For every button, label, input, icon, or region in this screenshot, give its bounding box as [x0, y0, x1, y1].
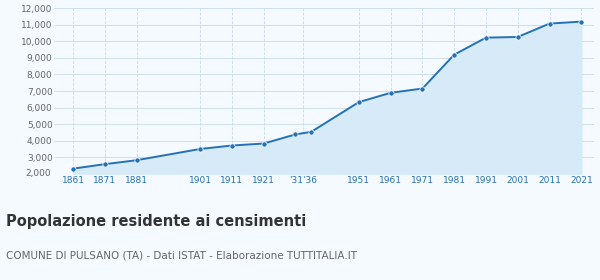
Point	[545, 21, 554, 26]
Point	[196, 147, 205, 151]
Point	[227, 143, 236, 148]
Point	[132, 158, 142, 162]
Point	[354, 100, 364, 104]
Point	[307, 130, 316, 134]
Point	[481, 35, 491, 40]
Point	[513, 35, 523, 39]
Text: Popolazione residente ai censimenti: Popolazione residente ai censimenti	[6, 214, 306, 229]
Text: 2,000: 2,000	[26, 169, 52, 178]
Point	[449, 52, 459, 57]
Text: COMUNE DI PULSANO (TA) - Dati ISTAT - Elaborazione TUTTITALIA.IT: COMUNE DI PULSANO (TA) - Dati ISTAT - El…	[6, 251, 357, 261]
Point	[577, 19, 586, 24]
Point	[68, 166, 78, 171]
Point	[100, 162, 110, 166]
Point	[259, 141, 268, 146]
Point	[290, 132, 300, 137]
Point	[418, 86, 427, 91]
Point	[386, 90, 395, 95]
